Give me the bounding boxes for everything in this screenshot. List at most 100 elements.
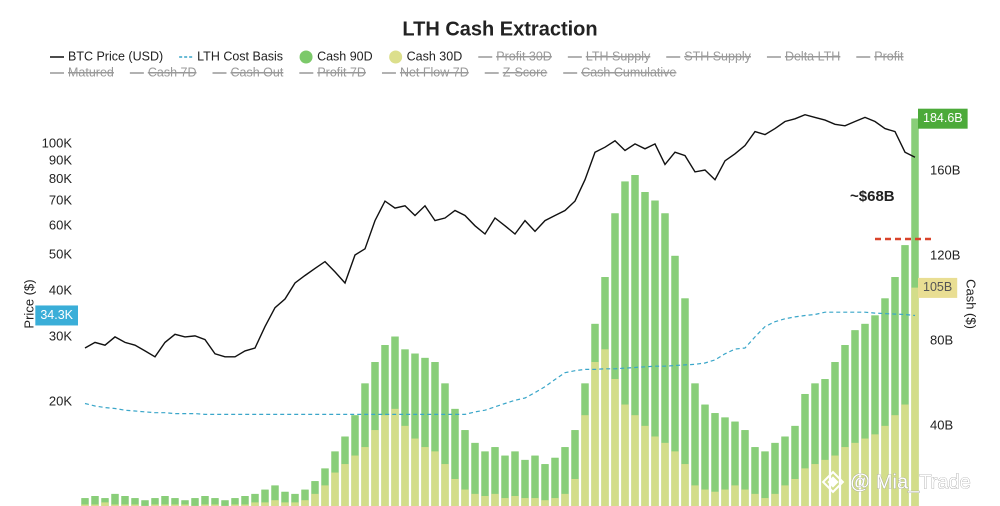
legend-label: Cash 30D xyxy=(407,49,463,63)
y2-tick-label: 160B xyxy=(930,162,960,177)
bar xyxy=(661,213,669,506)
value-badge: 184.6B xyxy=(918,108,968,129)
legend-label-inactive: LTH Supply xyxy=(586,49,651,63)
bar xyxy=(581,415,589,506)
bar xyxy=(541,500,549,506)
bar xyxy=(261,502,269,506)
chart-title: LTH Cash Extraction xyxy=(402,18,597,40)
bar xyxy=(681,464,689,506)
line-series xyxy=(84,113,916,358)
bar xyxy=(561,493,569,506)
bar xyxy=(361,447,369,506)
legend-marker xyxy=(389,50,403,64)
bar xyxy=(111,493,119,506)
bar xyxy=(361,383,369,506)
bar xyxy=(621,181,629,506)
bar xyxy=(401,425,409,506)
bar xyxy=(101,502,109,506)
y-tick-label: 100K xyxy=(42,135,73,150)
y-tick-label: 50K xyxy=(49,246,72,261)
bar xyxy=(521,498,529,506)
watermark: @ Mia_Trade xyxy=(850,471,971,493)
bar xyxy=(141,500,149,506)
y-tick-label: 60K xyxy=(49,217,72,232)
legend-item-inactive: LTH Supply xyxy=(567,49,651,63)
legend-marker xyxy=(299,50,313,64)
bar xyxy=(611,213,619,506)
bar xyxy=(101,498,109,506)
bar xyxy=(491,447,499,506)
legend-item: BTC Price (USD) xyxy=(50,49,163,63)
bar xyxy=(451,479,459,506)
bar xyxy=(431,451,439,506)
legend-item-inactive: Matured xyxy=(50,65,114,79)
bar xyxy=(841,447,849,506)
annotation: ~$68B xyxy=(850,188,895,205)
legend-item-inactive: STH Supply xyxy=(666,49,752,63)
watermark-icon xyxy=(821,470,845,494)
bar xyxy=(781,485,789,506)
legend-label-inactive: Profit xyxy=(874,49,904,63)
bar xyxy=(631,175,639,506)
bar xyxy=(471,493,479,506)
bar xyxy=(441,464,449,506)
legend-item: Cash 30D xyxy=(389,49,463,64)
bar xyxy=(621,404,629,506)
bar xyxy=(351,455,359,506)
bar xyxy=(191,498,199,506)
legend-item-inactive: Profit 7D xyxy=(299,65,366,79)
bar xyxy=(851,442,859,506)
y-tick-label: 90K xyxy=(49,152,72,167)
value-badge: 34.3K xyxy=(35,305,78,326)
bar xyxy=(801,393,809,506)
legend-label-inactive: Cash Cumulative xyxy=(581,65,676,79)
bar xyxy=(331,472,339,506)
bar xyxy=(371,430,379,506)
bar xyxy=(531,498,539,506)
bar xyxy=(511,451,519,506)
bar xyxy=(651,436,659,506)
bar xyxy=(711,491,719,506)
bar xyxy=(91,496,99,506)
bar xyxy=(411,438,419,506)
bar xyxy=(201,496,209,506)
bar xyxy=(171,498,179,506)
bar xyxy=(671,451,679,506)
bar xyxy=(791,479,799,506)
y2-tick-label: 80B xyxy=(930,332,953,347)
bar xyxy=(741,489,749,506)
y-tick-label: 30K xyxy=(49,328,72,343)
bar xyxy=(511,496,519,506)
bar xyxy=(541,464,549,506)
y2-axis-label: Cash ($) xyxy=(964,279,979,329)
bar xyxy=(231,498,239,506)
legend-item: Cash 90D xyxy=(299,49,373,64)
legend-label-inactive: Cash Out xyxy=(231,65,284,79)
bar xyxy=(601,349,609,506)
bar xyxy=(721,489,729,506)
bar xyxy=(851,330,859,506)
bar xyxy=(321,485,329,506)
bar xyxy=(881,425,889,506)
bars-layer xyxy=(81,118,919,506)
bar xyxy=(731,421,739,506)
legend-item-inactive: Profit xyxy=(856,49,904,63)
badge-box xyxy=(918,277,958,298)
bar xyxy=(811,464,819,506)
bar xyxy=(391,408,399,506)
bar xyxy=(871,434,879,506)
bar xyxy=(801,468,809,506)
bar xyxy=(561,447,569,506)
bar xyxy=(871,315,879,506)
lines-layer xyxy=(84,113,916,415)
bar xyxy=(681,298,689,506)
legend-label-inactive: Delta LTH xyxy=(785,49,840,63)
legend-item-inactive: Net Flow 7D xyxy=(381,65,469,79)
bar xyxy=(761,498,769,506)
bar xyxy=(791,425,799,506)
bar xyxy=(481,451,489,506)
bar xyxy=(531,455,539,506)
bar xyxy=(381,415,389,506)
badge-box xyxy=(35,305,78,326)
